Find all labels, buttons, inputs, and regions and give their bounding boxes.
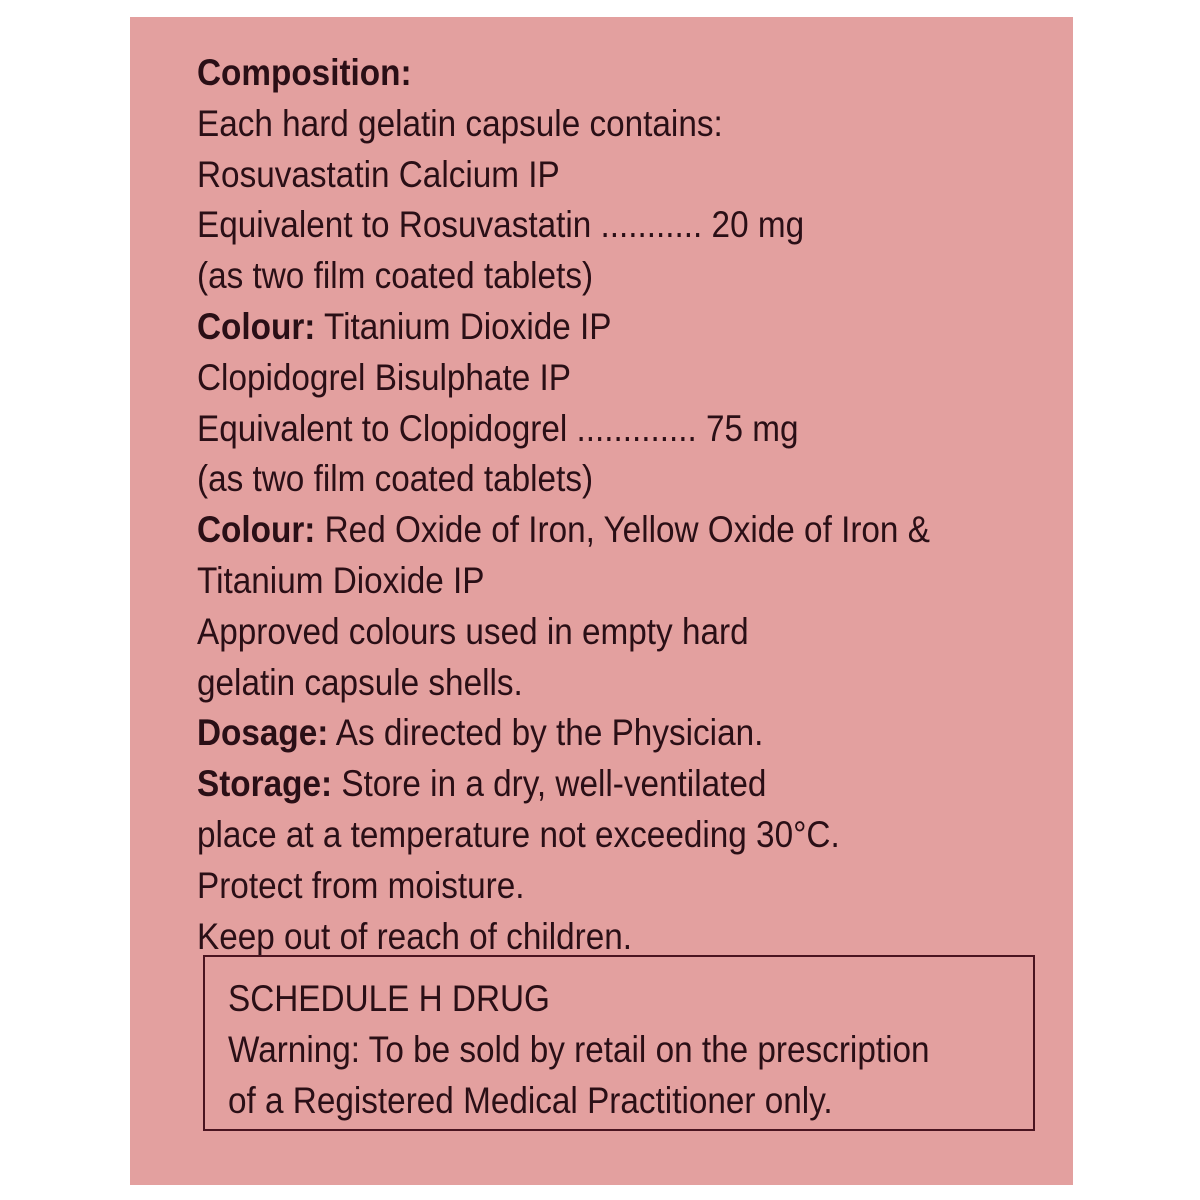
text-line: Titanium Dioxide IP — [197, 559, 485, 601]
package-panel — [130, 17, 1073, 1185]
text-line: Equivalent to Rosuvastatin ........... 2… — [197, 204, 805, 246]
schedule-title: SCHEDULE H DRUG — [228, 978, 550, 1019]
text-line: Equivalent to Clopidogrel ............. … — [197, 407, 799, 449]
storage-label: Storage: — [197, 763, 333, 805]
warning-line: of a Registered Medical Practitioner onl… — [228, 1080, 833, 1121]
composition-text: Composition: Each hard gelatin capsule c… — [197, 48, 930, 962]
text-line: (as two film coated tablets) — [197, 458, 594, 500]
schedule-text: SCHEDULE H DRUG Warning: To be sold by r… — [228, 973, 930, 1126]
dosage-value: As directed by the Physician. — [328, 712, 764, 754]
text-line: Approved colours used in empty hard — [197, 610, 749, 652]
text-line: Clopidogrel Bisulphate IP — [197, 356, 571, 398]
storage-value: Store in a dry, well-ventilated — [332, 763, 767, 805]
colour-value: Red Oxide of Iron, Yellow Oxide of Iron … — [315, 509, 930, 551]
text-line: Keep out of reach of children. — [197, 915, 633, 957]
text-line: (as two film coated tablets) — [197, 255, 594, 297]
schedule-box — [203, 955, 1035, 1131]
colour-value: Titanium Dioxide IP — [315, 305, 612, 347]
text-line: Rosuvastatin Calcium IP — [197, 153, 560, 195]
text-line: gelatin capsule shells. — [197, 661, 523, 703]
colour-label: Colour: — [197, 509, 316, 551]
text-line: Protect from moisture. — [197, 864, 525, 906]
colour-label: Colour: — [197, 305, 316, 347]
composition-heading: Composition: — [197, 52, 412, 93]
dosage-label: Dosage: — [197, 712, 329, 754]
text-line: place at a temperature not exceeding 30°… — [197, 813, 840, 855]
warning-line: Warning: To be sold by retail on the pre… — [228, 1029, 930, 1070]
text-line: Each hard gelatin capsule contains: — [197, 102, 723, 144]
